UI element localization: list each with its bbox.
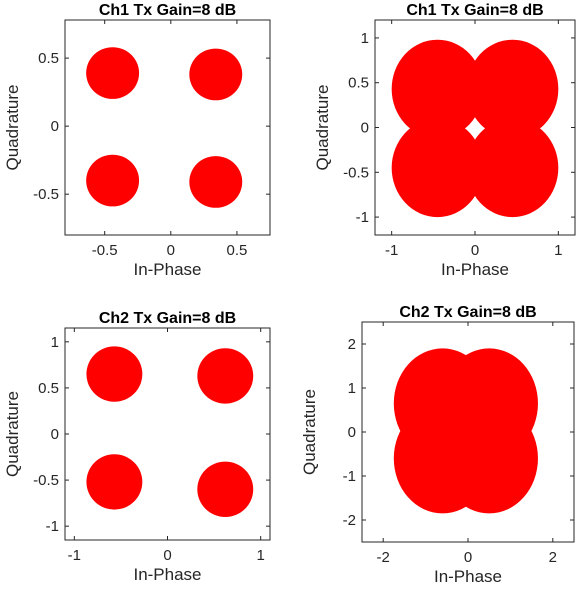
y-tick-label: -0.5 xyxy=(33,186,59,203)
scatter-clusters xyxy=(393,348,538,514)
x-axis-label: In-Phase xyxy=(434,567,502,586)
scatter-cluster-1 xyxy=(86,346,143,402)
y-axis-label: Quadrature xyxy=(3,85,22,171)
y-tick-label: -2 xyxy=(343,512,356,529)
x-tick-label: -1 xyxy=(68,547,81,564)
x-tick-label: 1 xyxy=(257,547,265,564)
scatter-clusters xyxy=(391,39,559,218)
chart-title: Ch2 Tx Gain=8 dB xyxy=(399,304,536,321)
x-axis-label: In-Phase xyxy=(133,565,201,584)
plot-frame xyxy=(64,327,271,541)
scatter-cluster-4 xyxy=(466,118,559,218)
scatter-cluster-2 xyxy=(189,48,243,101)
y-tick-label: -1 xyxy=(356,209,369,226)
y-tick-label: 0.5 xyxy=(38,50,59,67)
x-tick-label: 0 xyxy=(167,242,175,259)
scatter-cluster-2 xyxy=(466,39,559,139)
x-tick-label: -0.5 xyxy=(92,242,118,259)
x-tick-label: 1 xyxy=(554,242,562,259)
chart-title: Ch2 Tx Gain=8 dB xyxy=(99,310,236,327)
x-tick-label: 2 xyxy=(549,549,557,566)
x-tick-label: 0 xyxy=(464,549,472,566)
y-tick-label: -0.5 xyxy=(33,472,59,489)
scatter-cluster-3 xyxy=(86,454,143,510)
scatter-cluster-1 xyxy=(86,47,140,99)
y-tick-label: 1 xyxy=(51,334,59,351)
scatter-clusters xyxy=(86,346,254,517)
y-axis-label: Quadrature xyxy=(300,389,319,475)
plot-frame xyxy=(64,19,271,236)
y-axis-label: Quadrature xyxy=(313,85,332,171)
y-tick-label: 0.5 xyxy=(348,75,369,92)
scatter-clusters xyxy=(86,47,243,208)
x-tick-label: 0 xyxy=(471,242,479,259)
panel-ch2-wide: Ch2 Tx Gain=8 dB In-Phase Quadrature -2 0… xyxy=(300,304,575,586)
y-tick-label: 1 xyxy=(348,380,356,397)
plot-frame xyxy=(374,19,576,236)
scatter-cluster-2 xyxy=(197,348,254,404)
y-tick-label: 0.5 xyxy=(38,380,59,397)
x-tick-label: -2 xyxy=(377,549,390,566)
y-tick-label: 0 xyxy=(361,120,369,137)
x-tick-label: 0 xyxy=(163,547,171,564)
y-tick-label: 0 xyxy=(51,118,59,135)
chart-title: Ch1 Tx Gain=8 dB xyxy=(406,2,543,19)
y-tick-label: 0 xyxy=(348,424,356,441)
scatter-cluster-4 xyxy=(197,461,254,517)
panel-ch2-tight: Ch2 Tx Gain=8 dB In-Phase Quadrature -1 0… xyxy=(3,310,271,584)
y-tick-label: 1 xyxy=(361,30,369,47)
axis-ticks: -0.5 0 0.5 -0.5 0 0.5 xyxy=(33,20,270,259)
axis-ticks: -1 0 1 -1 -0.5 0 0.5 1 xyxy=(343,20,575,259)
x-tick-label: -1 xyxy=(385,242,398,259)
x-tick-label: 0.5 xyxy=(227,242,248,259)
panel-ch1-tight: Ch1 Tx Gain=8 dB In-Phase Quadrature -0.… xyxy=(3,2,271,279)
y-tick-label: 0 xyxy=(51,426,59,443)
chart-title: Ch1 Tx Gain=8 dB xyxy=(99,2,236,19)
y-axis-label: Quadrature xyxy=(3,391,22,477)
panel-ch1-wide: Ch1 Tx Gain=8 dB In-Phase Quadrature -1 0… xyxy=(313,2,576,279)
y-tick-label: -1 xyxy=(343,468,356,485)
x-axis-label: In-Phase xyxy=(133,260,201,279)
scatter-cluster-1 xyxy=(391,39,484,139)
plot-frame xyxy=(361,321,575,543)
scatter-cluster-3 xyxy=(86,154,140,207)
scatter-cluster-3 xyxy=(391,118,484,218)
axis-ticks: -1 0 1 -1 -0.5 0 0.5 1 xyxy=(33,328,270,564)
scatter-cluster-4 xyxy=(189,156,243,208)
y-tick-label: 2 xyxy=(348,336,356,353)
scatter-cluster-4 xyxy=(440,403,538,514)
y-tick-label: -1 xyxy=(46,518,59,535)
y-tick-label: -0.5 xyxy=(343,164,369,181)
x-axis-label: In-Phase xyxy=(441,260,509,279)
axis-ticks: -2 0 2 -2 -1 0 1 2 xyxy=(343,322,574,566)
